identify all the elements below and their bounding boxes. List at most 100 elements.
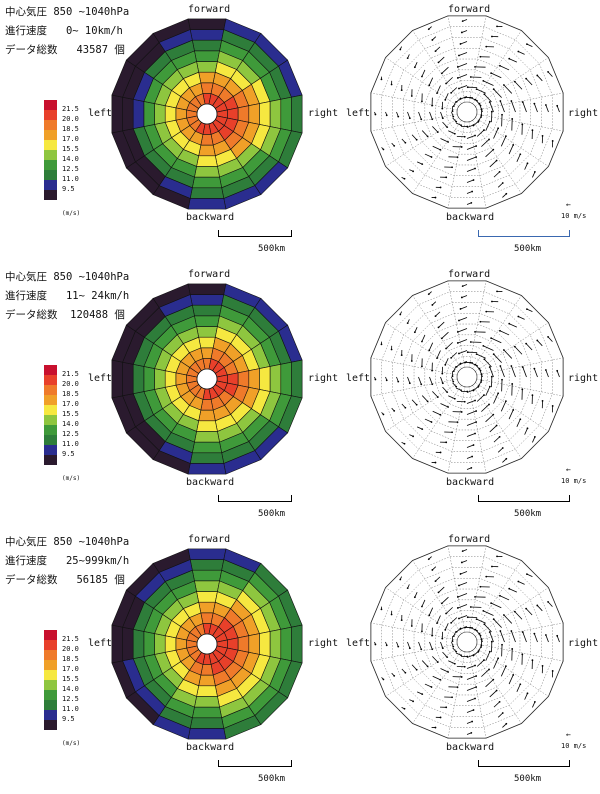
- heatmap-cell: [155, 634, 166, 655]
- wind-vector-head: [483, 623, 485, 625]
- wind-vector-head: [431, 569, 433, 571]
- heatmap-cell: [188, 284, 226, 295]
- scale-label: 500km: [258, 774, 285, 784]
- wind-vector-head: [482, 345, 484, 347]
- wind-vector-head: [404, 672, 406, 674]
- wind-vector-head: [412, 700, 414, 702]
- wind-vector-head: [502, 712, 504, 714]
- heatmap-cell: [190, 453, 224, 464]
- heatmap-cell: [281, 627, 292, 661]
- wind-vector-head: [457, 686, 459, 688]
- wind-vector-head: [476, 618, 478, 620]
- wind-vector-head: [450, 622, 452, 624]
- label-left: left: [88, 108, 112, 119]
- center-hole: [197, 104, 217, 124]
- heatmap-cell: [199, 602, 216, 613]
- heatmap-cell: [112, 95, 123, 133]
- heatmap-cell: [144, 366, 155, 391]
- wind-vector-head: [514, 346, 516, 348]
- wind-vector-head: [496, 160, 498, 162]
- wind-vector-head: [511, 383, 513, 385]
- wind-vector-head: [460, 308, 462, 310]
- wind-vector-head: [431, 383, 433, 385]
- wind-vector-head: [375, 379, 377, 381]
- wind-vector-head: [460, 389, 462, 391]
- wind-vector-head: [476, 88, 478, 90]
- wind-vector-head: [445, 348, 447, 350]
- wind-vector-head: [508, 323, 510, 325]
- wind-vector-head: [428, 293, 430, 295]
- wind-vector-head: [421, 428, 423, 430]
- wind-vector-head: [442, 382, 444, 384]
- heatmap-cell: [192, 707, 221, 718]
- label-right: right: [568, 638, 598, 649]
- wind-vector-head: [393, 410, 395, 412]
- wind-vector-head: [505, 400, 507, 402]
- wind-vector-head: [526, 573, 528, 575]
- wind-vector-head: [532, 659, 534, 661]
- wind-vector-head: [460, 573, 462, 575]
- wind-vector-head: [407, 57, 409, 59]
- heatmap-cell: [188, 728, 226, 739]
- heatmap-cell: [123, 362, 134, 396]
- wind-vector-head: [471, 456, 473, 458]
- wind-vector-head: [453, 635, 455, 637]
- label-forward: forward: [448, 269, 490, 280]
- wind-vector-head: [440, 452, 442, 454]
- label-forward: forward: [188, 534, 230, 545]
- wind-vector-head: [473, 389, 475, 391]
- wind-vector-head: [447, 141, 449, 143]
- wind-vector-head: [456, 101, 458, 103]
- scale-bar: [478, 230, 570, 237]
- wind-vector-head: [505, 458, 507, 460]
- wind-vector-head: [460, 43, 462, 45]
- vector-center-hole: [457, 102, 477, 122]
- wind-vector-head: [451, 166, 453, 168]
- wind-vector-head: [474, 364, 476, 366]
- heatmap-cell: [270, 629, 281, 658]
- heatmap-cell: [192, 570, 221, 581]
- wind-vector-head: [404, 407, 406, 409]
- wind-vector-head: [511, 118, 513, 120]
- wind-vector-head: [517, 51, 519, 53]
- wind-vector-head: [483, 129, 485, 131]
- wind-vector-head: [441, 337, 443, 339]
- wind-vector-head: [404, 142, 406, 144]
- wind-vector-head: [381, 343, 383, 345]
- wind-vector-head: [416, 404, 418, 406]
- label-right: right: [308, 638, 338, 649]
- wind-vector-head: [491, 641, 493, 643]
- wind-vector-head: [482, 80, 484, 82]
- heatmap-cell: [291, 625, 302, 663]
- wind-vector-head: [431, 156, 433, 158]
- wind-vector-head: [464, 401, 466, 403]
- label-backward: backward: [446, 212, 494, 223]
- heatmap-cell: [192, 177, 221, 188]
- wind-vector-head: [489, 631, 491, 633]
- wind-vector-head: [453, 105, 455, 107]
- heatmap-cell: [188, 19, 226, 30]
- wind-vector-head: [469, 97, 471, 99]
- heatmap-cell: [197, 421, 218, 432]
- wind-vector-head: [536, 605, 538, 607]
- label-backward: backward: [186, 742, 234, 753]
- wind-vector-head: [416, 669, 418, 671]
- wind-vector-head: [521, 653, 523, 655]
- wind-vector-head: [474, 400, 476, 402]
- wind-vector-head: [461, 676, 463, 678]
- wind-vector-head: [457, 607, 459, 609]
- wind-vector-head: [499, 595, 501, 597]
- heatmap-cell: [155, 104, 166, 125]
- wind-vector-head: [473, 179, 475, 181]
- wind-vector-head: [435, 197, 437, 199]
- wind-vector-head: [545, 104, 547, 106]
- wind-vector-head: [481, 638, 483, 640]
- wind-vector-head: [556, 370, 558, 372]
- wind-vector-head: [462, 550, 464, 552]
- heatmap-cell: [197, 686, 218, 697]
- wind-vector-head: [456, 631, 458, 633]
- wind-vector-head: [458, 618, 460, 620]
- wind-vector-head: [444, 629, 446, 631]
- wind-vector-head: [409, 117, 411, 119]
